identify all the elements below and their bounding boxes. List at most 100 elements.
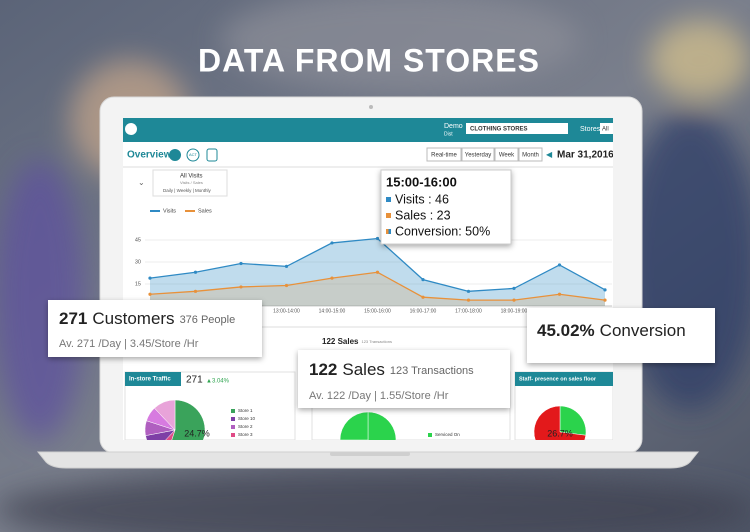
legend-swatch — [231, 433, 235, 437]
data-point — [375, 270, 380, 274]
card-label: Sales — [342, 360, 385, 379]
account: Demo — [444, 123, 463, 130]
card-secondary: 376 People — [180, 314, 236, 326]
tooltip-row: Visits : 46 — [395, 192, 449, 206]
badge: ACT — [189, 152, 198, 157]
card-value: 122 — [309, 360, 337, 379]
stores-select[interactable] — [600, 123, 615, 134]
svg-text:⌄: ⌄ — [138, 178, 145, 187]
pie-slice — [559, 405, 587, 436]
data-point — [148, 276, 152, 280]
range-label: Yesterday — [465, 153, 491, 159]
range-label: Real-time — [431, 153, 457, 159]
data-point — [512, 286, 516, 290]
pie-slice — [171, 399, 206, 440]
stores-label: Stores — [580, 126, 601, 133]
sales-section-title: 122 Sales 123 Transactions — [322, 337, 392, 346]
account-sub: Dist — [444, 131, 453, 137]
x-tick-label: 17:00-18:00 — [455, 308, 482, 314]
icon-button[interactable] — [186, 148, 200, 162]
icon-button[interactable] — [169, 149, 181, 161]
sales-section-sub: 123 Transactions — [361, 339, 391, 344]
metric-subtitle: Visits / Sales — [180, 180, 203, 185]
x-tick-label: 16:00-17:00 — [410, 308, 437, 314]
card-value: 45.02% — [537, 321, 595, 340]
data-point — [603, 298, 607, 302]
y-tick-label: 15 — [135, 281, 141, 287]
stores-value: All — [602, 127, 609, 133]
x-tick-label: 15:00-16:00 — [364, 308, 391, 314]
legend-label: Store 10 — [238, 416, 256, 421]
range-label: Month — [522, 153, 539, 159]
series-area — [150, 272, 605, 306]
metric-selector[interactable] — [152, 169, 228, 197]
pie-slice — [154, 399, 176, 431]
range-button[interactable] — [494, 147, 519, 162]
data-point — [148, 292, 152, 296]
data-point — [284, 283, 289, 288]
y-tick-label: 45 — [135, 237, 141, 243]
sales-section-value: 122 Sales — [322, 337, 359, 346]
data-point — [284, 264, 289, 268]
data-point — [512, 298, 516, 302]
data-point — [375, 236, 380, 241]
tooltip-row: Conversion: 50% — [395, 224, 490, 238]
legend-label: Store 2 — [238, 424, 253, 429]
data-point — [466, 289, 471, 293]
legend-label: Store 3 — [238, 432, 253, 437]
data-point — [193, 289, 198, 293]
icon-button[interactable] — [206, 148, 218, 162]
store-group: CLOTHING STORES — [470, 127, 528, 133]
tooltip-row: Sales : 23 — [395, 208, 451, 222]
pie-slice — [339, 411, 369, 440]
pie-slice — [533, 405, 587, 440]
page-title: DATA FROM STORES — [198, 42, 540, 78]
sales-card: 122 Sales 123 Transactions Av. 122 /Day | … — [298, 350, 510, 408]
conversion-card: 45.02% Conversion — [527, 308, 715, 363]
date: Mar 31,2016 — [557, 150, 614, 161]
range-button[interactable] — [461, 147, 495, 162]
data-point — [421, 278, 425, 282]
metric-title: All Visits — [180, 174, 203, 180]
panel-value: 271 — [186, 375, 203, 386]
pie-label: 24.7% — [184, 428, 210, 438]
panel-title: Staff- presence on sales floor — [519, 376, 597, 382]
y-tick-label: 30 — [135, 259, 141, 265]
svg-text:◀: ◀ — [546, 150, 553, 159]
card-detail: Av. 122 /Day | 1.55/Store /Hr — [309, 390, 449, 402]
card-label: Conversion — [600, 321, 686, 340]
data-point — [466, 298, 471, 302]
legend-item: Serviced On — [435, 432, 460, 437]
legend-label: Visits — [163, 208, 176, 214]
x-tick-label: 13:00-14:00 — [273, 308, 300, 314]
legend-swatch — [231, 409, 235, 413]
data-point — [239, 285, 243, 289]
overview-title: Overview — [127, 150, 172, 161]
x-tick-label: 18:00-19:00 — [501, 308, 528, 314]
card-label: Customers — [92, 309, 174, 328]
data-point — [557, 263, 562, 267]
range-label: Week — [499, 153, 515, 159]
range-button[interactable] — [426, 147, 462, 162]
data-point — [239, 261, 243, 266]
range-button[interactable] — [518, 147, 543, 162]
legend-label: Sales — [198, 208, 212, 214]
svg-text:45.02%Conversion: 45.02% Conversion — [537, 321, 686, 340]
panel-title: In-store Traffic — [129, 377, 171, 383]
tooltip: 15:00-16:00 Visits : 46 Sales : 23 Conve… — [380, 169, 512, 245]
pie-label: 26.7% — [547, 428, 573, 438]
card-value: 271 — [59, 309, 87, 328]
legend-swatch — [231, 417, 235, 421]
data-point — [557, 292, 562, 296]
panel-change: ▲3.04% — [206, 379, 230, 385]
tooltip-title: 15:00-16:00 — [386, 174, 457, 189]
legend-label: Store 1 — [238, 408, 253, 413]
pie-slice — [367, 411, 397, 440]
card-secondary: 123 Transactions — [390, 365, 474, 377]
store-dropdown[interactable] — [466, 123, 568, 134]
data-point — [421, 295, 425, 299]
metric-periods: Daily | Weekly | Monthly — [163, 188, 212, 193]
